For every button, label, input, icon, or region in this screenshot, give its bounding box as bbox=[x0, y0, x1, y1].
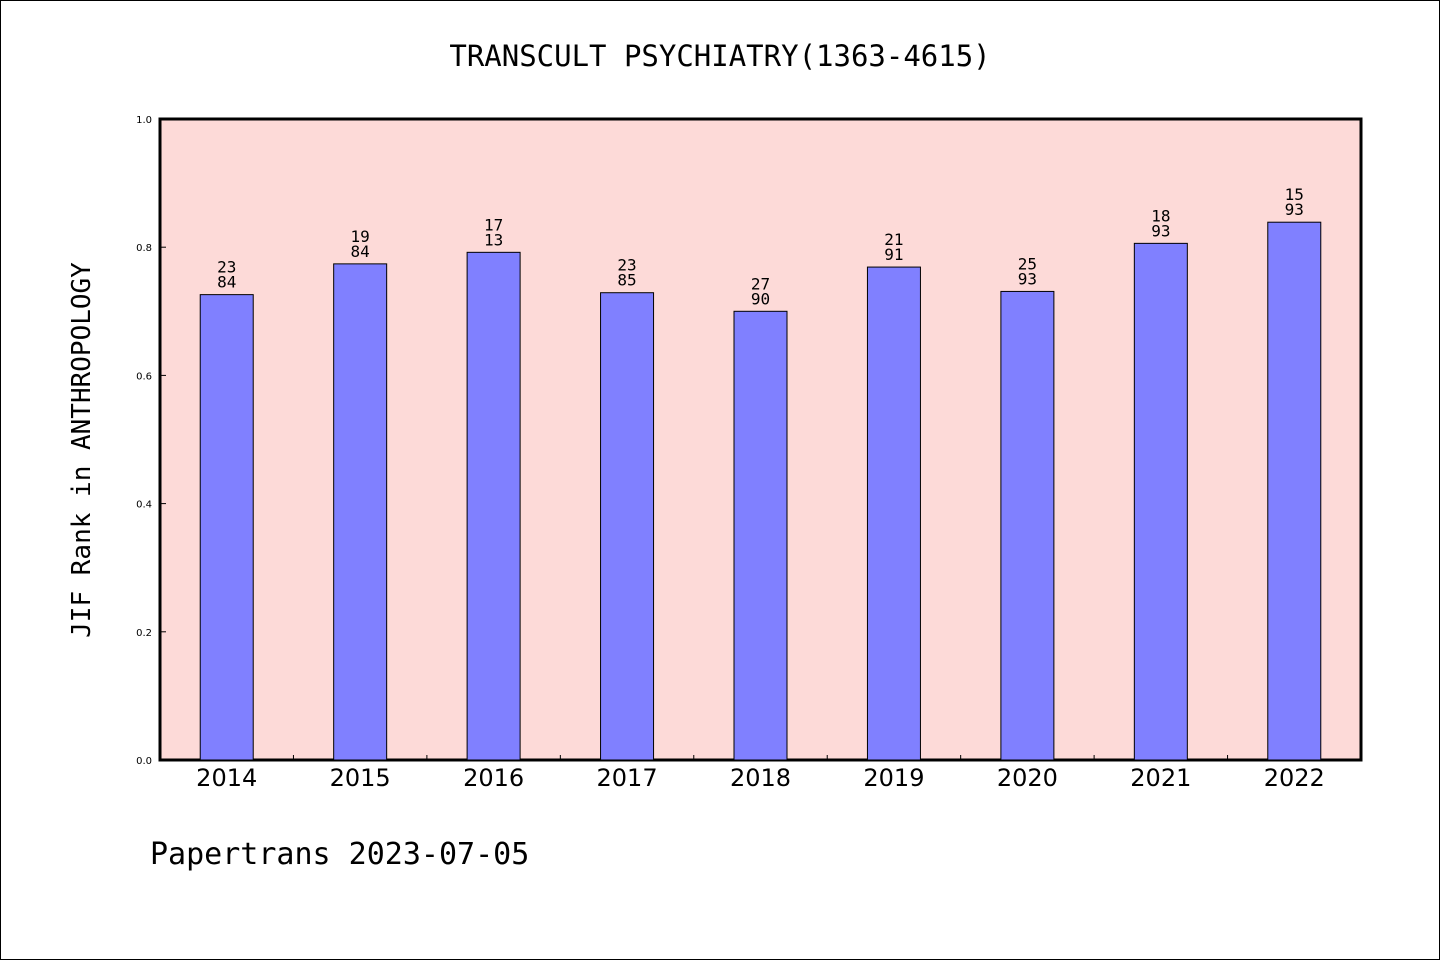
bar-label-top: 15 bbox=[1285, 185, 1304, 204]
x-tick-label: 2020 bbox=[997, 764, 1058, 792]
bar-2019 bbox=[866, 266, 921, 761]
bar-label-bottom: 93 bbox=[1151, 221, 1170, 240]
x-tick-label: 2021 bbox=[1130, 764, 1191, 792]
bar-2017 bbox=[600, 292, 655, 761]
y-tick-label: 0.8 bbox=[136, 243, 152, 254]
y-tick-label: 0.6 bbox=[136, 371, 152, 382]
x-tick-labels: 2014 2015 2016 2017 2018 2019 2020 2021 2022 bbox=[196, 764, 1325, 792]
x-tick-label: 2022 bbox=[1264, 764, 1325, 792]
bar-label-bottom: 91 bbox=[884, 245, 903, 264]
footer-text: Papertrans 2023-07-05 bbox=[150, 837, 529, 872]
y-axis-label: JIF Rank in ANTHROPOLOGY bbox=[67, 262, 97, 638]
bar-label-bottom: 84 bbox=[351, 242, 370, 261]
bar-2021 bbox=[1133, 242, 1188, 761]
bar-label-bottom: 85 bbox=[617, 271, 636, 290]
y-tick-label: 0.0 bbox=[136, 756, 152, 767]
bar-2022 bbox=[1267, 221, 1322, 761]
bar-label-bottom: 93 bbox=[1285, 200, 1304, 219]
chart-title: TRANSCULT PSYCHIATRY(1363-4615) bbox=[449, 39, 990, 73]
bar-2014 bbox=[199, 294, 254, 761]
bar-label-top: 23 bbox=[217, 258, 236, 277]
y-tick-label: 0.2 bbox=[136, 628, 152, 639]
bar-label-top: 21 bbox=[884, 230, 903, 249]
bar-2015 bbox=[333, 263, 388, 761]
bar-label-top: 27 bbox=[751, 274, 770, 293]
y-tick-label: 0.4 bbox=[136, 500, 152, 511]
y-axis: 0.0 0.2 0.4 0.6 0.8 1.0 bbox=[136, 115, 166, 767]
bar-label-bottom: 90 bbox=[751, 289, 770, 308]
bar-2018 bbox=[733, 310, 788, 761]
bar-label-bottom: 93 bbox=[1018, 269, 1037, 288]
bar-label-top: 18 bbox=[1151, 206, 1170, 225]
x-axis bbox=[292, 755, 1229, 760]
x-tick-label: 2014 bbox=[196, 764, 257, 792]
bar-label-top: 17 bbox=[484, 215, 503, 234]
x-tick-label: 2017 bbox=[597, 764, 658, 792]
y-tick-label: 1.0 bbox=[136, 115, 152, 126]
bars bbox=[199, 221, 1322, 761]
bar-label-top: 23 bbox=[617, 256, 636, 275]
bar-label-top: 19 bbox=[351, 227, 370, 246]
x-tick-label: 2015 bbox=[330, 764, 391, 792]
x-tick-label: 2016 bbox=[463, 764, 524, 792]
bar-2016 bbox=[466, 251, 521, 761]
x-tick-label: 2019 bbox=[863, 764, 924, 792]
bar-label-top: 25 bbox=[1018, 254, 1037, 273]
bar-2020 bbox=[1000, 290, 1055, 761]
bar-label-bottom: 13 bbox=[484, 230, 503, 249]
bar-label-bottom: 84 bbox=[217, 273, 236, 292]
x-tick-label: 2018 bbox=[730, 764, 791, 792]
